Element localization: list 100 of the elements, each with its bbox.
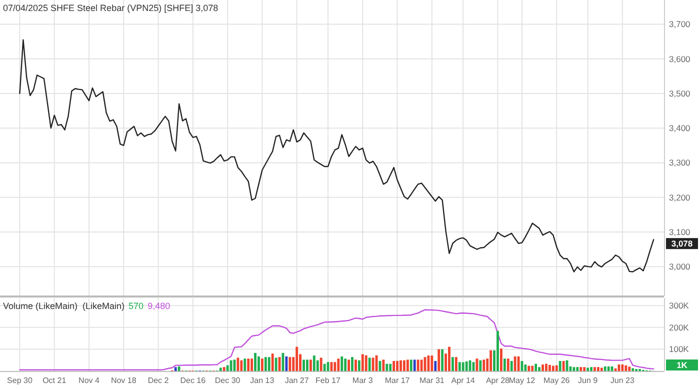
bar [406,360,409,371]
bar [312,356,316,371]
bar [510,360,513,371]
y-tick-label: 3,600 [669,54,691,64]
bar [271,354,274,371]
bar [441,349,444,371]
x-tick-label: Nov 18 [110,376,137,385]
bar [624,365,628,371]
bar [534,364,538,371]
text: 1K [676,360,688,370]
bar [576,367,579,371]
bar [548,364,551,371]
bar [368,358,371,371]
y-tick-label: 3,500 [669,88,691,98]
bar [389,364,392,371]
bar [302,360,305,371]
bar [586,368,590,371]
bar [555,365,558,371]
bar [222,367,226,371]
annotation: 9,480 [148,301,170,311]
x-tick-label: Jan 13 [250,376,275,385]
bar [479,360,482,371]
bar [506,358,510,371]
bar [219,368,222,371]
bar [628,366,631,371]
y-tick-label: 3,100 [669,226,691,237]
bar [296,346,298,371]
bar [416,360,420,371]
bar [323,364,326,371]
x-tick-label: Mar 3 [352,376,374,385]
x-tick-label: Mar 17 [384,376,410,385]
y-tick-label: 3,000 [669,262,691,272]
bar [427,356,430,371]
bar [558,360,562,371]
bar [503,358,506,371]
x-tick-label: Oct 21 [42,376,67,385]
line-series [19,39,654,272]
bar [413,360,416,371]
bar [334,362,336,371]
y-tick-label: 100K [669,344,690,354]
bar [288,357,292,371]
bar [500,348,502,371]
bar [476,358,478,371]
bar [351,357,354,371]
bar [358,360,360,371]
bar [309,360,312,371]
bar [482,360,486,371]
bar [458,362,461,371]
y-tick-label: 3,300 [669,158,691,168]
bar [434,360,437,371]
bar [340,356,344,371]
bar [528,366,530,371]
bar [583,367,586,371]
x-tick-label: Dec 30 [214,376,241,385]
x-tick-label: Apr 28 [486,376,510,385]
bar [538,367,541,371]
bar [545,364,548,371]
bar [392,360,396,371]
x-tick-label: Dec 2 [148,376,170,385]
chart-title: Volume (LikeMain) (LikeMain) [3,301,125,311]
bar [344,358,347,371]
bar [607,366,610,371]
bar [496,330,499,371]
bar [268,357,270,371]
bar [580,367,582,371]
bar [590,367,592,371]
bar [260,358,264,371]
bar [361,354,364,371]
bar [258,356,260,371]
bar [438,349,440,371]
bar [348,360,350,371]
bar [254,352,256,371]
bar [244,358,246,371]
bar [430,356,434,371]
bar [337,358,340,371]
bar [174,367,177,371]
y-tick-label: 200K [669,322,690,332]
bar [448,346,450,371]
bar [514,356,516,371]
x-tick-label: Dec 16 [180,376,206,385]
bar [247,358,250,371]
bar [382,360,385,371]
x-tick-label: May 12 [508,376,536,385]
bar [274,358,278,371]
x-tick-label: Apr 14 [451,376,476,385]
text: 3,078 [671,238,693,249]
bar [462,362,464,371]
bar [542,364,544,371]
bar [236,358,240,371]
annotation: 570 [128,301,144,311]
bar [250,358,254,371]
bar [372,358,374,371]
bar [354,360,357,371]
bar [386,364,388,371]
bar [320,358,322,371]
bar [364,355,368,371]
bar [178,366,180,371]
bar [403,360,406,371]
bar [451,357,454,371]
bar [632,368,634,371]
